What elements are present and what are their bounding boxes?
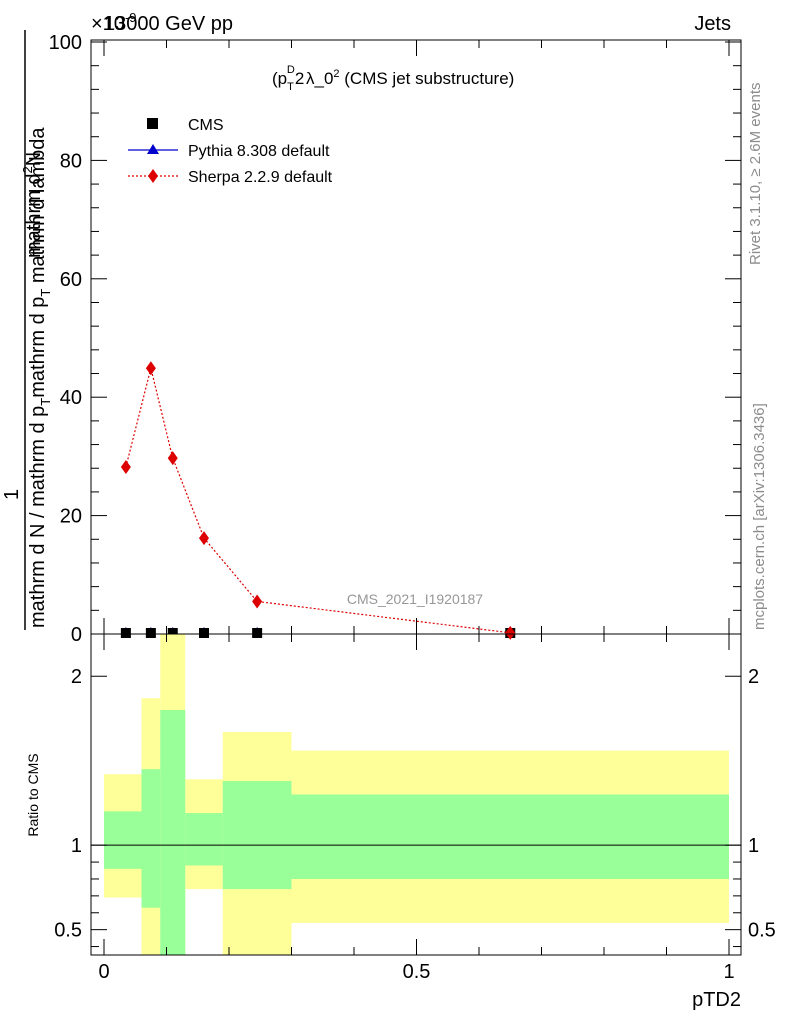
band-inner xyxy=(222,780,292,890)
point-sherpa xyxy=(199,531,209,546)
ratio-ytick-labels: 0.5 0.5 1 1 2 2 xyxy=(54,666,776,941)
ratio-ytick-label-left: 0.5 xyxy=(54,920,82,942)
point-sherpa xyxy=(167,451,178,466)
band-inner xyxy=(291,794,729,879)
point-cms xyxy=(120,628,131,638)
ratio-ytick-label-left: 2 xyxy=(71,666,82,688)
ratio-ticks xyxy=(91,634,741,955)
main-ticks xyxy=(91,40,741,635)
xtick-label: 1 xyxy=(723,961,734,983)
ytick-label: 100 xyxy=(49,32,82,54)
legend-label-sherpa: Sherpa 2.2.9 default xyxy=(188,169,333,186)
main-ytick-labels: 0 20 40 60 80 100 xyxy=(49,32,82,646)
point-sherpa xyxy=(120,460,131,475)
xtick-labels: 0 0.5 1 xyxy=(98,961,734,983)
xtick-label: 0.5 xyxy=(403,961,431,983)
ratio-bands xyxy=(104,634,729,955)
exponent-label: ×10-9 xyxy=(91,10,137,35)
analysis-watermark: CMS_2021_I1920187 xyxy=(347,591,483,607)
point-cms xyxy=(199,628,209,638)
legend-label-pythia: Pythia 8.308 default xyxy=(188,143,330,160)
ytick-label: 0 xyxy=(71,624,82,646)
ylabel-one: 1 xyxy=(1,489,23,500)
ylabel-numerator-text: mathrm d2N xyxy=(20,152,45,258)
rivet-label: Rivet 3.1.10, ≥ 2.6M events xyxy=(747,83,764,266)
point-cms xyxy=(145,628,156,638)
band-inner xyxy=(141,769,161,908)
ratio-ytick-label-right: 1 xyxy=(748,835,759,857)
ratio-ytick-label-right: 2 xyxy=(748,666,759,688)
band-inner xyxy=(160,710,186,955)
point-cms xyxy=(167,628,178,638)
main-series xyxy=(120,361,516,640)
main-ylabel: mathrm d2N 1 mathrm d N / mathrm d pTmat… xyxy=(1,30,53,630)
point-cms xyxy=(252,628,263,638)
xlabel: pTD2 xyxy=(692,989,741,1011)
legend-marker-cms xyxy=(147,118,158,129)
band-inner xyxy=(104,811,142,869)
point-sherpa xyxy=(145,361,156,376)
ytick-label: 20 xyxy=(60,506,82,528)
mcplots-label: mcplots.cern.ch [arXiv:1306.3436] xyxy=(751,403,768,630)
ylabel-denominator-text: mathrm d N / mathrm d pTmathrm d pT math… xyxy=(27,127,53,628)
band-inner xyxy=(185,813,223,866)
series-line-sherpa xyxy=(125,368,511,634)
legend-label-cms: CMS xyxy=(188,117,224,134)
ratio-ytick-label-right: 0.5 xyxy=(748,920,776,942)
chart-title-rest: λ_02 (CMS jet substructure) xyxy=(306,68,514,88)
process-label: Jets xyxy=(694,13,731,35)
chart-title: (pTD2 xyxy=(272,64,304,93)
xtick-label: 0 xyxy=(98,961,109,983)
point-sherpa xyxy=(505,625,516,640)
ytick-label: 40 xyxy=(60,387,82,409)
ytick-label: 80 xyxy=(60,150,82,172)
point-sherpa xyxy=(252,594,263,609)
ratio-ytick-label-left: 1 xyxy=(71,835,82,857)
legend-marker-sherpa xyxy=(148,169,158,183)
ytick-label: 60 xyxy=(60,269,82,291)
ratio-ylabel: Ratio to CMS xyxy=(25,753,41,836)
legend: CMS Pythia 8.308 default Sherpa 2.2.9 de… xyxy=(128,117,333,186)
energy-label: 13000 GeV pp xyxy=(104,13,233,35)
legend-marker-pythia xyxy=(147,144,159,154)
